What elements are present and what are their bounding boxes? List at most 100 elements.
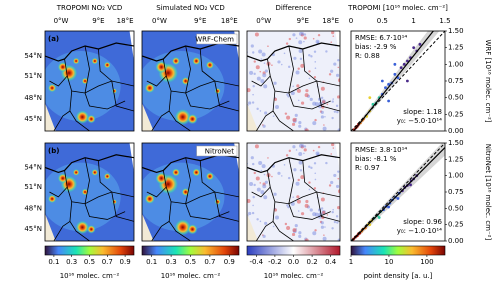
- border: [199, 160, 215, 193]
- map-hotspot: [205, 172, 215, 181]
- map-speckle: [261, 52, 266, 57]
- map-speckle: [280, 175, 283, 177]
- map-speckle: [322, 210, 326, 215]
- map-speckle: [286, 93, 289, 96]
- border: [272, 90, 294, 131]
- lon-label: 18°E: [117, 17, 134, 25]
- map-speckle: [260, 169, 263, 172]
- map-speckle: [297, 178, 300, 182]
- map-hotspot: [111, 88, 118, 94]
- map-speckle: [308, 70, 311, 73]
- scatter-point: [409, 183, 412, 187]
- map-speckle: [280, 63, 283, 66]
- map-hotspot: [154, 171, 168, 185]
- scatter-point: [387, 99, 390, 103]
- scatter-point: [393, 62, 397, 66]
- map-speckle: [304, 128, 309, 131]
- map-speckle: [298, 160, 303, 165]
- map-hotspot: [192, 168, 201, 177]
- map: [45, 31, 134, 131]
- column-title: Simulated NO₂ VCD: [156, 4, 224, 12]
- map-speckle: [326, 103, 329, 106]
- map-speckle: [303, 33, 307, 36]
- map-outside: [129, 143, 134, 173]
- border: [316, 80, 340, 112]
- map-speckle: [323, 124, 325, 126]
- map-speckle: [325, 161, 328, 165]
- row-label: (a): [48, 35, 59, 43]
- lat-label: 48°N: [24, 205, 42, 213]
- map-speckle: [283, 52, 286, 55]
- model-label: WRF-Chem: [195, 36, 234, 44]
- colorbar-unit: point density [a. u.]: [364, 272, 433, 280]
- map-speckle: [324, 226, 326, 228]
- map-speckle: [284, 222, 288, 226]
- column-title: TROPOMI [10¹⁶ molec. cm⁻²]: [347, 4, 448, 12]
- map-speckle: [313, 76, 317, 79]
- map-speckle: [295, 181, 300, 186]
- lon-label: 0°W: [152, 17, 167, 25]
- map-speckle: [320, 110, 324, 115]
- map-speckle: [259, 220, 262, 223]
- map-speckle: [247, 198, 251, 203]
- colorbar-tick-label: 0.0: [288, 258, 299, 266]
- map-speckle: [331, 100, 334, 103]
- border: [168, 90, 191, 131]
- map-speckle: [337, 189, 340, 194]
- map-speckle: [337, 59, 340, 62]
- map-hotspot: [205, 60, 215, 70]
- colorbar-tick-label: 100: [420, 258, 433, 266]
- fit-line: [352, 31, 435, 131]
- map-speckle: [337, 78, 340, 83]
- border: [288, 45, 294, 94]
- scatter-point: [393, 72, 397, 76]
- map-speckle: [249, 70, 254, 75]
- map-speckle: [320, 197, 325, 202]
- map-speckle: [277, 171, 281, 175]
- map-speckle: [251, 101, 255, 104]
- map-speckle: [328, 184, 332, 187]
- map-frame: [141, 142, 240, 242]
- map-hotspot: [75, 220, 90, 235]
- map-hotspot: [174, 218, 192, 236]
- map-speckle: [260, 190, 265, 195]
- map-speckle: [255, 176, 260, 181]
- colorbar-unit: 10¹⁶ molec. cm⁻²: [264, 272, 324, 280]
- map-hotspot: [91, 57, 99, 65]
- colorbar-tick-label: 0.7: [204, 258, 215, 266]
- map-speckle: [253, 60, 256, 63]
- map-speckle: [314, 61, 317, 63]
- scatter-y-tick-label: 1.25: [448, 44, 464, 52]
- map-hotspot: [187, 113, 198, 125]
- map-speckle: [287, 65, 291, 69]
- map-speckle: [312, 121, 317, 126]
- map-speckle: [258, 161, 263, 166]
- border: [168, 201, 191, 241]
- map-speckle: [314, 102, 319, 107]
- map-hotspot: [144, 193, 156, 205]
- map-speckle: [273, 192, 277, 196]
- map-speckle: [304, 203, 309, 208]
- border: [45, 42, 134, 62]
- map-speckle: [291, 232, 296, 237]
- border: [185, 157, 191, 204]
- map-speckle: [335, 184, 340, 189]
- map-speckle: [287, 176, 291, 180]
- map-speckle: [271, 64, 273, 67]
- map-frame: [141, 30, 240, 132]
- colorbar-tick-label: 1: [349, 258, 353, 266]
- scatter-y-tick-label: 1.00: [448, 60, 464, 68]
- map-speckle: [292, 33, 296, 37]
- map-speckle: [259, 182, 262, 184]
- map-speckle: [285, 154, 289, 157]
- column-title: TROPOMI NO₂ VCD: [56, 4, 123, 12]
- scatter-y-tick-label: 0.50: [448, 204, 464, 212]
- map-speckle: [303, 40, 305, 43]
- intercept-label: y₀: −5.0·10¹⁴: [397, 117, 442, 125]
- scatter-y-tick-label: 0.00: [448, 237, 464, 245]
- map-speckle: [298, 151, 303, 156]
- scatter-y-tick-label: 1.50: [448, 27, 464, 35]
- map-speckle: [298, 40, 303, 45]
- lat-label: 48°N: [24, 94, 42, 102]
- colorbar-tick-label: 0.9: [224, 258, 235, 266]
